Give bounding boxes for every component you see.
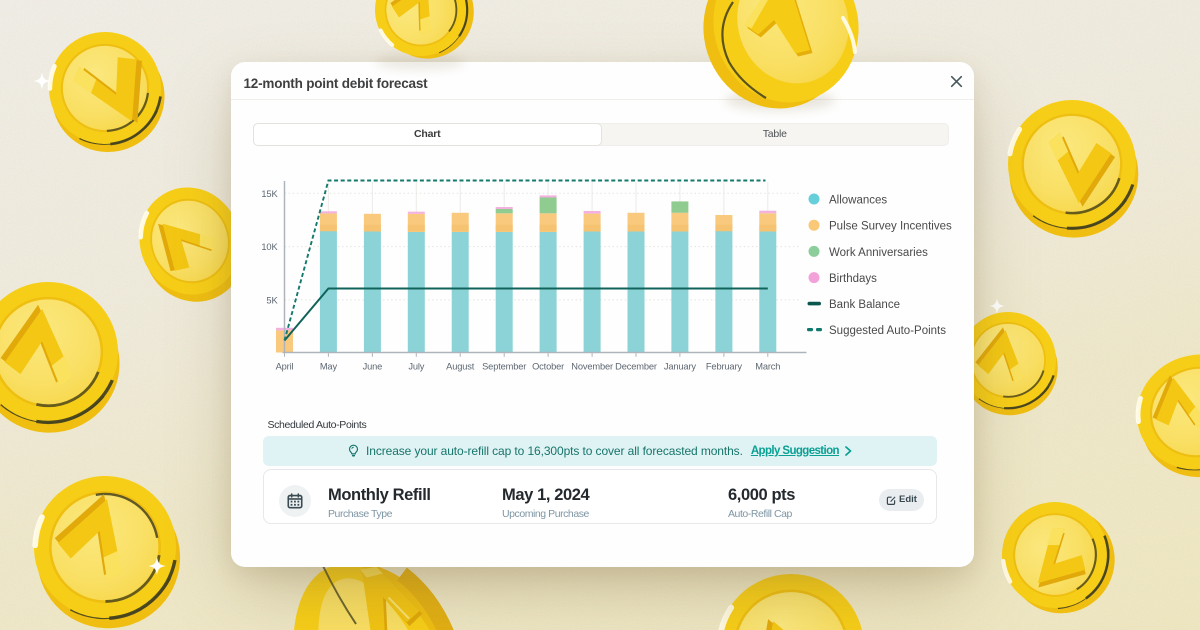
- svg-text:January: January: [663, 362, 696, 372]
- svg-text:10K: 10K: [261, 242, 278, 252]
- svg-text:September: September: [482, 362, 526, 372]
- svg-text:Pulse Survey Incentives: Pulse Survey Incentives: [829, 221, 952, 233]
- svg-text:October: October: [532, 362, 564, 372]
- svg-text:November: November: [571, 362, 613, 372]
- svg-text:July: July: [408, 362, 424, 372]
- svg-text:August: August: [446, 362, 475, 372]
- svg-text:Birthdays: Birthdays: [829, 273, 877, 285]
- svg-text:Work Anniversaries: Work Anniversaries: [829, 247, 928, 259]
- svg-text:February: February: [705, 362, 742, 372]
- svg-text:April: April: [275, 362, 293, 372]
- svg-text:May: May: [319, 362, 337, 372]
- svg-text:Bank Balance: Bank Balance: [829, 299, 900, 311]
- svg-text:Suggested Auto-Points: Suggested Auto-Points: [829, 325, 946, 337]
- svg-text:Allowances: Allowances: [829, 195, 887, 207]
- svg-text:15K: 15K: [261, 189, 278, 199]
- svg-text:5K: 5K: [266, 296, 278, 306]
- svg-text:June: June: [362, 362, 382, 372]
- svg-text:March: March: [755, 362, 780, 372]
- svg-text:December: December: [615, 362, 657, 372]
